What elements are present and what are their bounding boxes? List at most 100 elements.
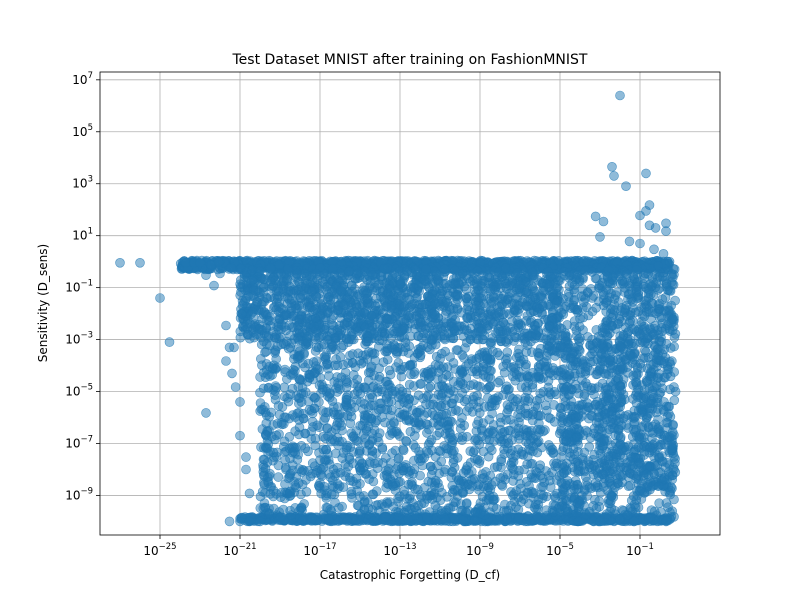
data-point bbox=[507, 316, 517, 327]
data-point bbox=[398, 445, 409, 456]
data-point bbox=[473, 402, 483, 413]
data-point bbox=[448, 333, 459, 344]
data-point bbox=[448, 454, 459, 465]
data-point bbox=[450, 265, 460, 276]
data-point bbox=[501, 327, 512, 337]
data-point bbox=[344, 452, 354, 463]
data-point bbox=[461, 507, 471, 517]
data-point bbox=[367, 321, 378, 332]
data-point bbox=[329, 270, 340, 281]
data-point bbox=[539, 357, 549, 368]
data-point bbox=[406, 369, 416, 380]
data-point bbox=[307, 408, 318, 419]
data-point bbox=[459, 420, 470, 431]
data-point bbox=[450, 314, 460, 325]
chart-title: Test Dataset MNIST after training on Fas… bbox=[232, 52, 588, 68]
data-point bbox=[335, 285, 346, 296]
data-point bbox=[411, 311, 422, 322]
data-point bbox=[284, 488, 295, 499]
data-point bbox=[255, 491, 266, 502]
data-point bbox=[368, 381, 379, 392]
data-point bbox=[235, 290, 245, 301]
data-point bbox=[538, 426, 549, 437]
data-point bbox=[275, 512, 286, 522]
data-point bbox=[430, 478, 441, 488]
data-point bbox=[248, 285, 259, 295]
data-point bbox=[343, 266, 354, 277]
data-point bbox=[370, 301, 381, 311]
data-point bbox=[485, 284, 496, 294]
data-point bbox=[283, 264, 293, 274]
data-point bbox=[213, 257, 224, 267]
data-point bbox=[237, 309, 247, 320]
data-point bbox=[403, 513, 413, 524]
data-point bbox=[383, 272, 393, 283]
data-point bbox=[411, 293, 422, 304]
data-point bbox=[322, 423, 333, 433]
data-point bbox=[477, 431, 487, 442]
data-point bbox=[537, 493, 548, 504]
data-point bbox=[280, 455, 291, 465]
data-point bbox=[470, 286, 480, 297]
data-point bbox=[335, 313, 346, 323]
data-point bbox=[351, 302, 362, 313]
data-point bbox=[326, 286, 337, 297]
data-point bbox=[448, 386, 459, 397]
data-point bbox=[258, 287, 269, 297]
data-point bbox=[338, 300, 349, 310]
data-point bbox=[500, 263, 511, 273]
data-point bbox=[496, 336, 506, 347]
data-point bbox=[292, 268, 302, 279]
data-point bbox=[308, 306, 318, 316]
data-point bbox=[273, 324, 284, 335]
data-point bbox=[273, 401, 284, 411]
data-point bbox=[282, 299, 293, 309]
data-point bbox=[290, 426, 301, 437]
data-point bbox=[486, 306, 496, 316]
data-point bbox=[386, 301, 397, 311]
data-point bbox=[368, 489, 379, 500]
data-point bbox=[521, 315, 532, 326]
data-point bbox=[402, 266, 412, 276]
data-point bbox=[242, 329, 253, 340]
data-point bbox=[306, 426, 317, 437]
data-point bbox=[459, 324, 470, 335]
data-point bbox=[471, 300, 482, 311]
data-point bbox=[329, 436, 340, 447]
data-point bbox=[385, 419, 396, 430]
data-point bbox=[510, 293, 521, 303]
data-point bbox=[365, 400, 376, 411]
data-point bbox=[436, 390, 446, 401]
data-point bbox=[361, 469, 372, 479]
data-point bbox=[240, 321, 251, 332]
data-point bbox=[363, 336, 374, 347]
data-point bbox=[433, 298, 444, 309]
data-point bbox=[366, 310, 377, 321]
data-point bbox=[248, 307, 258, 317]
data-point bbox=[294, 318, 305, 328]
data-point bbox=[488, 319, 499, 330]
data-point bbox=[395, 278, 406, 289]
data-point bbox=[321, 407, 331, 418]
data-point bbox=[278, 277, 288, 287]
data-point bbox=[532, 307, 543, 318]
data-point bbox=[405, 491, 416, 501]
data-point bbox=[316, 464, 327, 475]
data-point bbox=[498, 317, 508, 328]
data-point bbox=[327, 319, 337, 330]
data-point bbox=[265, 276, 276, 287]
data-point bbox=[508, 371, 518, 382]
data-point bbox=[436, 348, 447, 359]
data-point bbox=[401, 410, 411, 421]
data-point bbox=[343, 337, 354, 348]
data-point bbox=[335, 467, 346, 478]
data-point bbox=[323, 307, 333, 318]
data-point bbox=[294, 407, 304, 418]
data-point bbox=[416, 322, 427, 333]
data-point bbox=[405, 359, 416, 370]
data-point bbox=[427, 325, 438, 336]
data-point bbox=[461, 337, 472, 348]
data-point bbox=[270, 348, 280, 358]
data-point bbox=[273, 307, 284, 317]
